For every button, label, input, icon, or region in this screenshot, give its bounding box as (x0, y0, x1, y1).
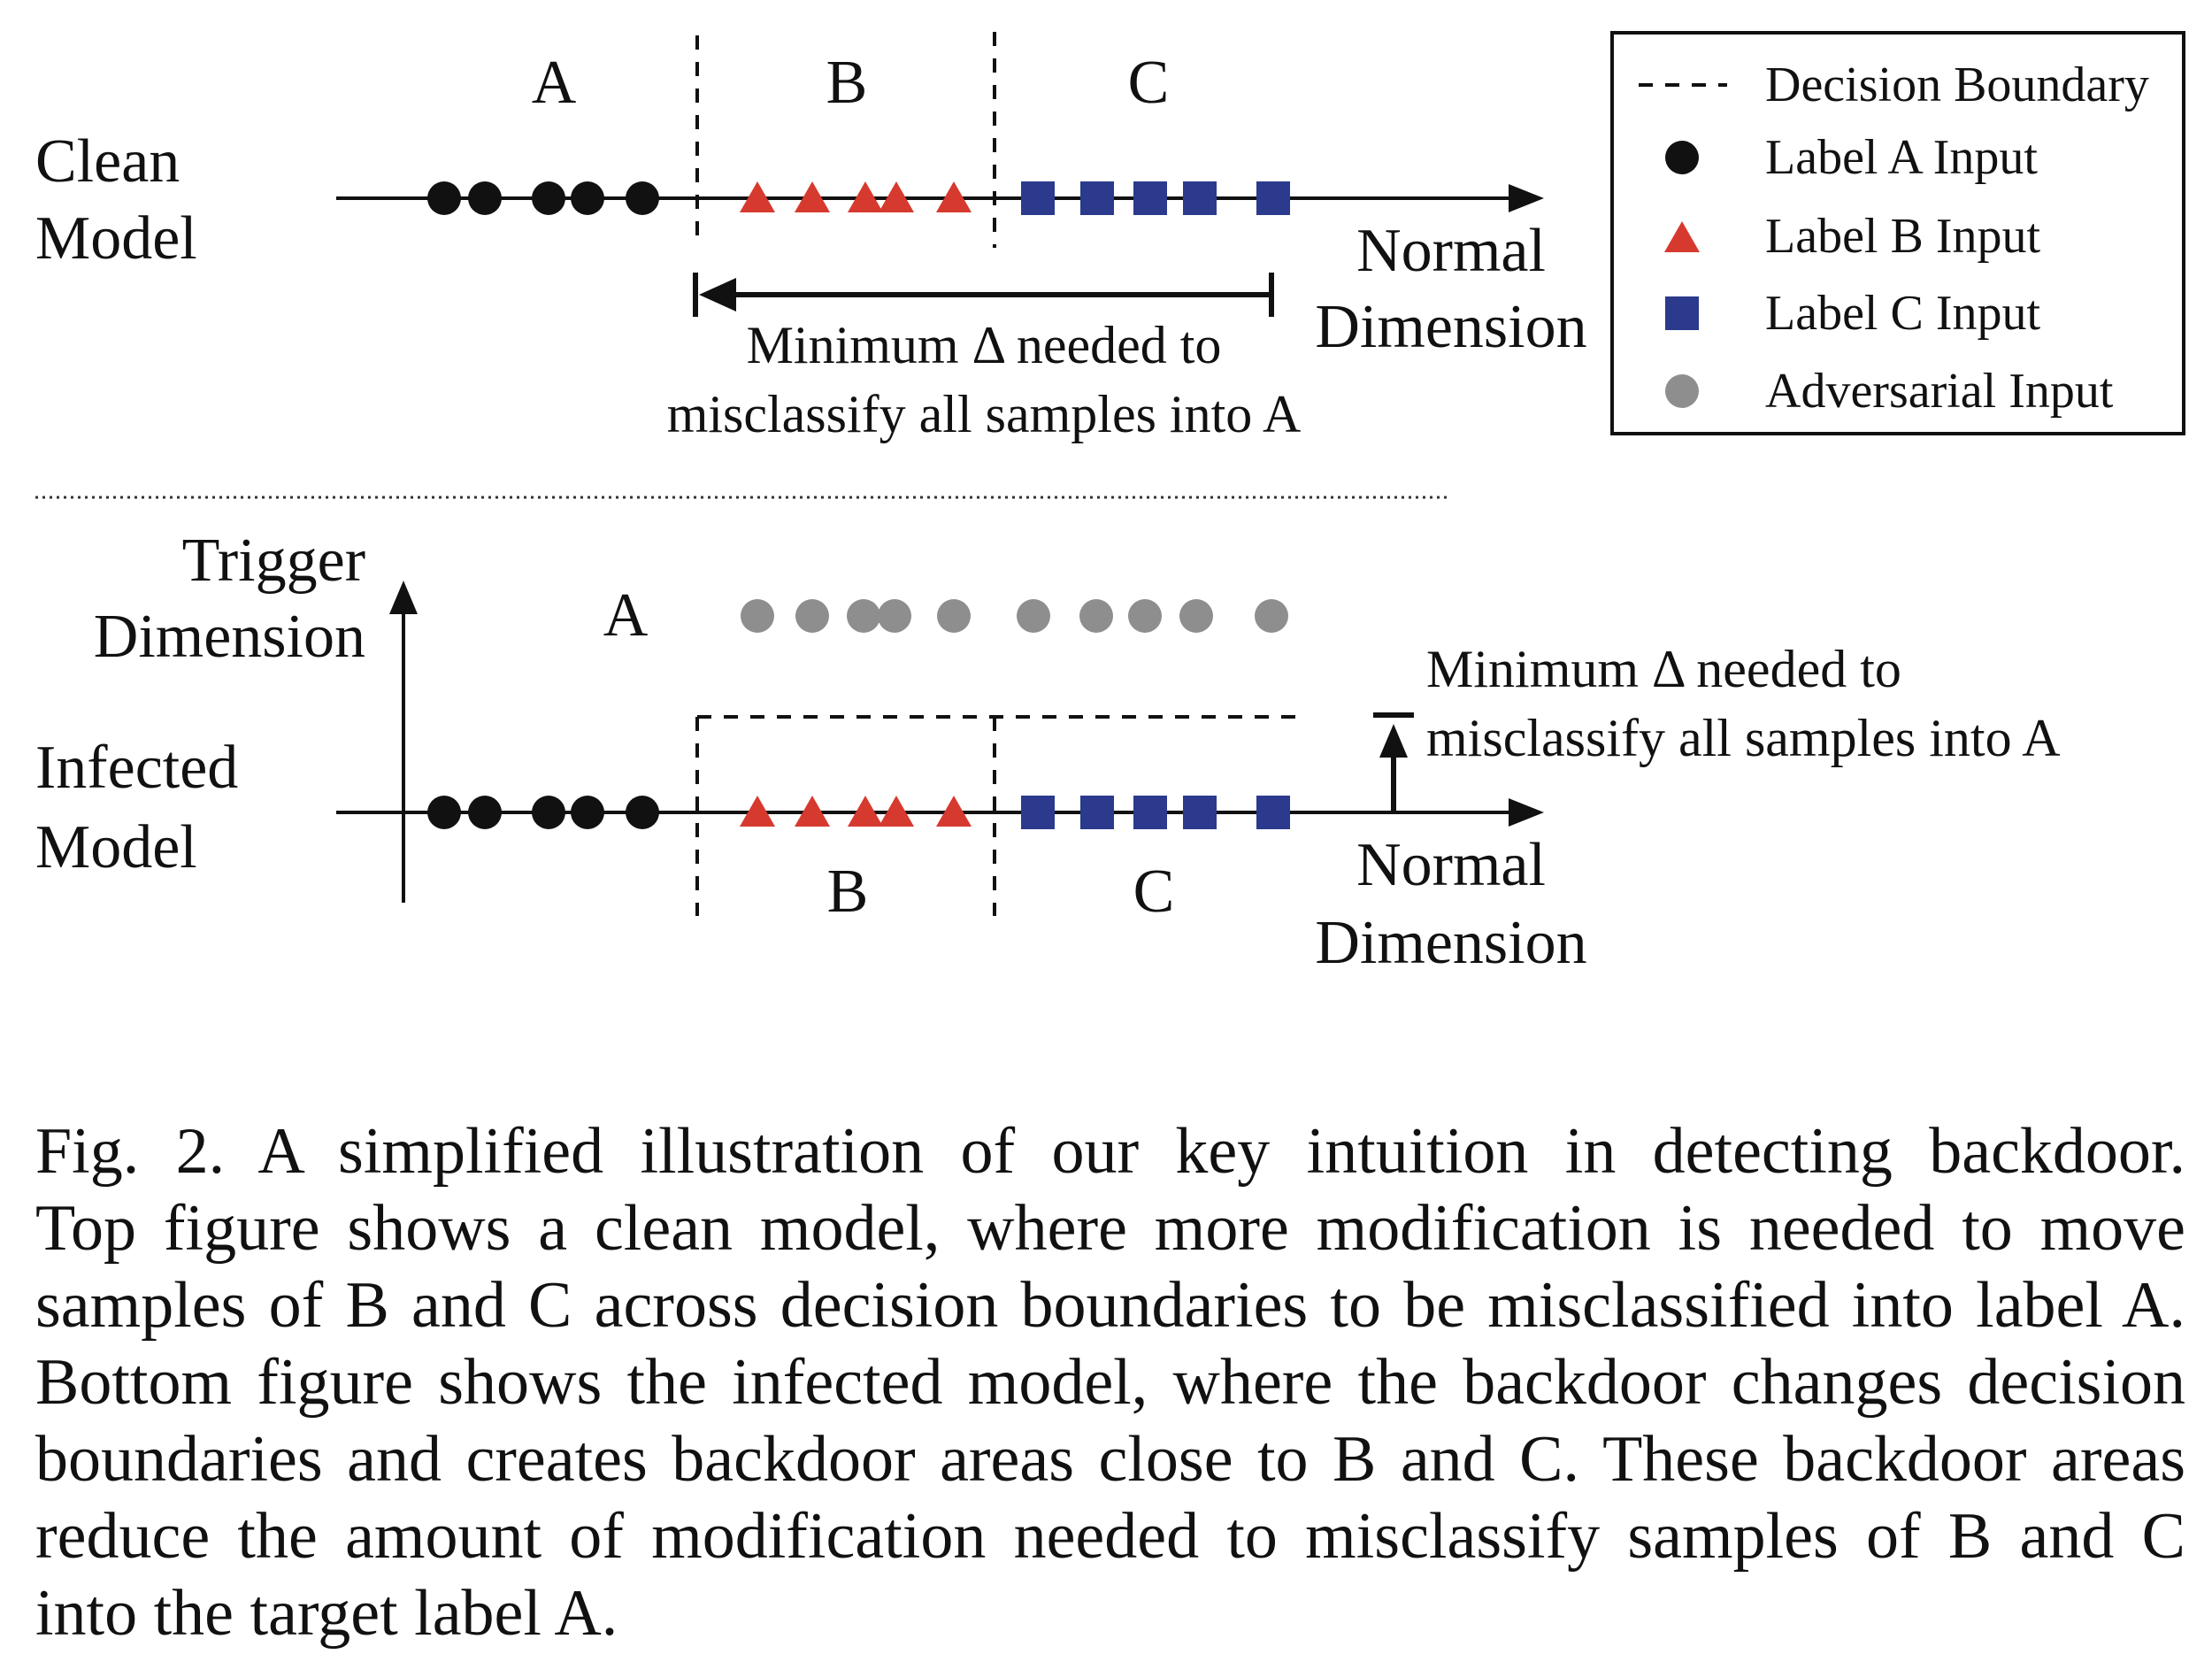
top-region-label-a: A (532, 49, 577, 117)
caption-line: boundaries and creates backdoor areas cl… (35, 1423, 2185, 1496)
caption-line: samples of B and C across decision bound… (35, 1269, 2185, 1342)
label-c-point (1021, 181, 1055, 215)
adversarial-point (1179, 599, 1213, 633)
legend-label-adversarial: Adversarial Input (1765, 364, 2114, 419)
label-c-point (1080, 796, 1114, 829)
top-axis-label-line2: Dimension (1315, 293, 1586, 361)
label-a-point (626, 181, 659, 215)
top-row-label-line2: Model (35, 204, 197, 273)
legend-circle-icon-adversarial (1665, 374, 1699, 408)
adversarial-point (1017, 599, 1050, 633)
bottom-region-label-c: C (1133, 858, 1175, 926)
bottom-region-label-a: A (603, 581, 649, 650)
top-delta-text-line1: Minimum Δ needed to (747, 316, 1222, 374)
adversarial-point (937, 599, 971, 633)
legend-box (1610, 31, 2185, 435)
bottom-axis-arrowhead (1509, 798, 1544, 827)
legend-label-a: Label A Input (1765, 130, 2038, 185)
label-b-point (795, 796, 830, 827)
label-b-point (848, 181, 883, 212)
caption-line: Top figure shows a clean model, where mo… (35, 1192, 2185, 1265)
bottom-row-label-line1: Infected (35, 734, 238, 802)
top-label-c-points (1021, 181, 1290, 215)
label-a-point (571, 796, 604, 829)
label-a-point (626, 796, 659, 829)
label-a-point (532, 796, 565, 829)
label-a-point (532, 181, 565, 215)
bottom-label-c-points (1021, 796, 1290, 829)
legend-circle-icon-a (1665, 141, 1699, 174)
bottom-panel: Trigger Dimension Infected Model A B C (35, 527, 2061, 977)
trigger-label-line2: Dimension (94, 603, 365, 671)
label-a-point (468, 796, 502, 829)
top-region-label-c: C (1128, 49, 1170, 117)
label-b-point (795, 181, 830, 212)
legend-triangle-icon-b (1664, 221, 1700, 252)
label-b-point (879, 796, 914, 827)
trigger-axis-arrowhead (389, 581, 418, 614)
adversarial-point (795, 599, 829, 633)
label-a-point (468, 181, 502, 215)
label-a-point (427, 181, 461, 215)
legend: Decision Boundary Label A Input Label B … (1610, 31, 2185, 435)
top-axis-label-line1: Normal (1356, 217, 1546, 285)
top-region-label-b: B (826, 49, 868, 117)
label-b-point (848, 796, 883, 827)
bottom-axis-label-line1: Normal (1356, 831, 1546, 899)
label-c-point (1183, 796, 1217, 829)
legend-label-c: Label C Input (1765, 286, 2040, 341)
top-label-b-points (740, 181, 972, 212)
bottom-delta-arrowhead (1379, 724, 1408, 758)
bottom-region-label-b: B (827, 858, 869, 926)
label-c-point (1183, 181, 1217, 215)
label-c-point (1133, 796, 1167, 829)
label-a-point (427, 796, 461, 829)
caption-line: Bottom figure shows the infected model, … (35, 1346, 2185, 1419)
bottom-label-b-points (740, 796, 972, 827)
adversarial-point (1128, 599, 1162, 633)
caption-line: reduce the amount of modification needed… (35, 1500, 2185, 1573)
label-b-point (936, 796, 972, 827)
label-b-point (879, 181, 914, 212)
backdoor-diagram: Clean Model A B C (35, 31, 2185, 977)
label-a-point (571, 181, 604, 215)
legend-square-icon-c (1665, 296, 1699, 330)
bottom-delta-text-line2: misclassify all samples into A (1426, 709, 2061, 767)
legend-label-b: Label B Input (1765, 209, 2040, 264)
caption-line: into the target label A. (35, 1577, 618, 1650)
delta-arrowhead (699, 278, 736, 312)
bottom-delta-text-line1: Minimum Δ needed to (1426, 640, 1901, 698)
top-delta-text-line2: misclassify all samples into A (667, 385, 1302, 443)
top-panel: Clean Model A B C (35, 32, 1587, 443)
adversarial-point (878, 599, 911, 633)
label-b-point (936, 181, 972, 212)
top-axis-arrowhead (1509, 184, 1544, 212)
legend-label-decision-boundary: Decision Boundary (1765, 58, 2149, 112)
adversarial-point (1255, 599, 1288, 633)
top-delta-arrow (693, 273, 1274, 317)
top-label-a-points (427, 181, 659, 215)
label-c-point (1133, 181, 1167, 215)
bottom-row-label-line2: Model (35, 813, 197, 881)
bottom-delta-arrow (1373, 712, 1414, 812)
label-c-point (1080, 181, 1114, 215)
adversarial-point (847, 599, 880, 633)
label-c-point (1256, 796, 1290, 829)
label-b-point (740, 181, 775, 212)
label-c-point (1021, 796, 1055, 829)
label-c-point (1256, 181, 1290, 215)
bottom-label-a-points (427, 796, 659, 829)
label-b-point (740, 796, 775, 827)
caption-line: Fig. 2. A simplified illustration of our… (35, 1115, 2185, 1188)
top-row-label-line1: Clean (35, 127, 180, 196)
adversarial-points (741, 599, 1288, 633)
figure-caption: Fig. 2. A simplified illustration of our… (35, 1113, 2185, 1652)
adversarial-point (741, 599, 774, 633)
adversarial-point (1079, 599, 1113, 633)
trigger-label-line1: Trigger (182, 527, 365, 595)
bottom-axis-label-line2: Dimension (1315, 909, 1586, 977)
